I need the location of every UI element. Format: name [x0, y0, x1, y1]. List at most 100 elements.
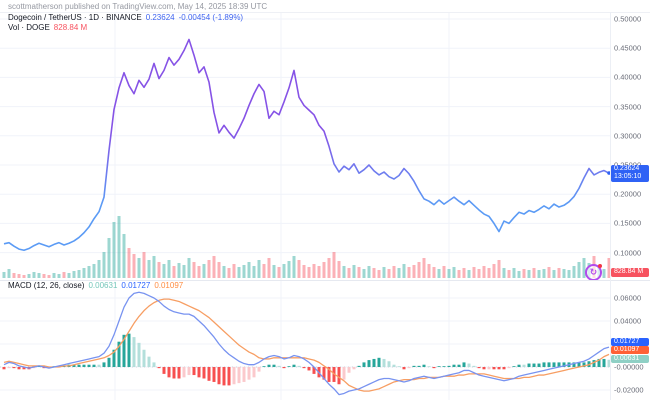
macd-histogram-bar — [367, 360, 371, 367]
volume-bar — [467, 270, 471, 278]
macd-histogram-bar — [357, 365, 361, 367]
volume-bar — [572, 266, 576, 278]
macd-histogram-bar — [232, 367, 236, 385]
volume-bar — [112, 222, 116, 278]
volume-bar — [172, 266, 176, 278]
macd-histogram-bar — [422, 364, 426, 367]
macd-histogram-bar — [97, 364, 101, 367]
macd-histogram-bar — [607, 359, 610, 367]
signal-line-path — [3, 298, 610, 392]
volume-bar — [487, 268, 491, 278]
macd-histogram-bar — [487, 367, 491, 370]
price-axis-label: 0.35000 — [614, 102, 642, 112]
volume-bar — [252, 266, 256, 278]
volume-bar — [117, 216, 121, 278]
volume-bar — [427, 264, 431, 278]
macd-histogram-bar — [522, 364, 526, 367]
macd-axis-label: -0.00000 — [614, 362, 644, 372]
macd-histogram-bar — [382, 358, 386, 367]
macd-histogram-bar — [582, 362, 586, 367]
volume-bar — [302, 265, 306, 278]
macd-histogram-bar — [82, 364, 86, 367]
macd-signal-value: 0.01097 — [154, 281, 184, 290]
macd-histogram-bar — [72, 364, 76, 367]
macd-histogram-bar — [492, 367, 496, 370]
volume-bar — [582, 258, 586, 278]
volume-bar — [502, 268, 506, 278]
volume-bar — [367, 266, 371, 278]
macd-histogram-bar — [142, 349, 146, 367]
macd-histogram-bar — [437, 366, 441, 367]
macd-histogram-bar — [267, 364, 271, 367]
macd-axis-label: -0.02000 — [614, 385, 644, 395]
volume-bar — [162, 264, 166, 278]
macd-histogram-bar — [467, 363, 471, 367]
chart-plot-area[interactable] — [0, 0, 610, 400]
macd-histogram-bar — [497, 367, 501, 370]
volume-label[interactable]: Vol · DOGE — [8, 23, 50, 32]
volume-bar — [157, 262, 161, 278]
volume-bar — [152, 256, 156, 278]
macd-histogram-bar — [557, 362, 561, 367]
symbol-title[interactable]: Dogecoin / TetherUS · 1D · BINANCE — [8, 13, 142, 22]
axis-border — [610, 12, 611, 400]
volume-bar — [497, 260, 501, 278]
volume-value: 828.84 M — [53, 23, 88, 32]
volume-bar — [262, 264, 266, 278]
volume-bar — [297, 260, 301, 278]
price-axis-label: 0.10000 — [614, 248, 642, 258]
volume-bar — [47, 275, 51, 278]
macd-histogram-bar — [552, 362, 556, 367]
last-price-value: 0.23624 — [145, 13, 175, 22]
macd-histogram-bar — [197, 367, 201, 378]
circular-arrow-sticker-icon: ↻ — [585, 264, 602, 281]
price-axis-label: 0.30000 — [614, 131, 642, 141]
volume-bar — [347, 268, 351, 278]
macd-line-path — [3, 291, 610, 396]
price-axis-label: 0.40000 — [614, 72, 642, 82]
volume-bar — [482, 266, 486, 278]
volume-bar — [522, 269, 526, 278]
volume-bar — [102, 252, 106, 278]
macd-legend[interactable]: MACD (12, 26, close) 0.00631 0.01727 0.0109… — [8, 281, 183, 290]
macd-histogram-bar — [392, 364, 396, 367]
volume-legend[interactable]: Vol · DOGE 828.84 M — [8, 23, 87, 32]
macd-histogram-bar — [12, 367, 16, 369]
macd-histogram-bar — [132, 337, 136, 367]
macd-histogram-bar — [167, 367, 171, 378]
macd-histogram-bar — [292, 364, 296, 367]
volume-bar — [292, 256, 296, 278]
volume-bar — [77, 270, 81, 278]
pane-separator[interactable] — [0, 280, 650, 281]
macd-histogram-bar — [387, 361, 391, 367]
volume-bar — [517, 271, 521, 278]
volume-bar — [257, 260, 261, 278]
macd-histogram-bar — [517, 364, 521, 367]
volume-bar — [237, 267, 241, 278]
volume-bar — [202, 264, 206, 278]
macd-histogram-bar — [542, 362, 546, 367]
volume-bar — [557, 268, 561, 278]
volume-bar — [12, 273, 16, 278]
macd-label[interactable]: MACD (12, 26, close) — [8, 281, 85, 290]
symbol-legend[interactable]: Dogecoin / TetherUS · 1D · BINANCE 0.2362… — [8, 13, 243, 22]
macd-histogram-bar — [412, 365, 416, 367]
macd-histogram-bar — [537, 363, 541, 367]
volume-bar — [332, 252, 336, 278]
price-change-value: -0.00454 (-1.89%) — [178, 13, 244, 22]
volume-bar — [42, 274, 46, 278]
volume-bar — [192, 262, 196, 278]
macd-histogram-bar — [347, 367, 351, 373]
volume-bar — [352, 265, 356, 278]
macd-histogram-bar — [77, 364, 81, 367]
macd-histogram-bar — [202, 367, 206, 379]
macd-histogram-bar — [377, 357, 381, 367]
volume-bar — [242, 265, 246, 278]
macd-histogram-bar — [432, 367, 436, 369]
macd-histogram-bar — [452, 364, 456, 367]
macd-histogram-bar — [182, 367, 186, 378]
macd-histogram-bar — [482, 367, 486, 370]
macd-histogram-bar — [247, 367, 251, 380]
macd-histogram-bar — [337, 367, 341, 385]
